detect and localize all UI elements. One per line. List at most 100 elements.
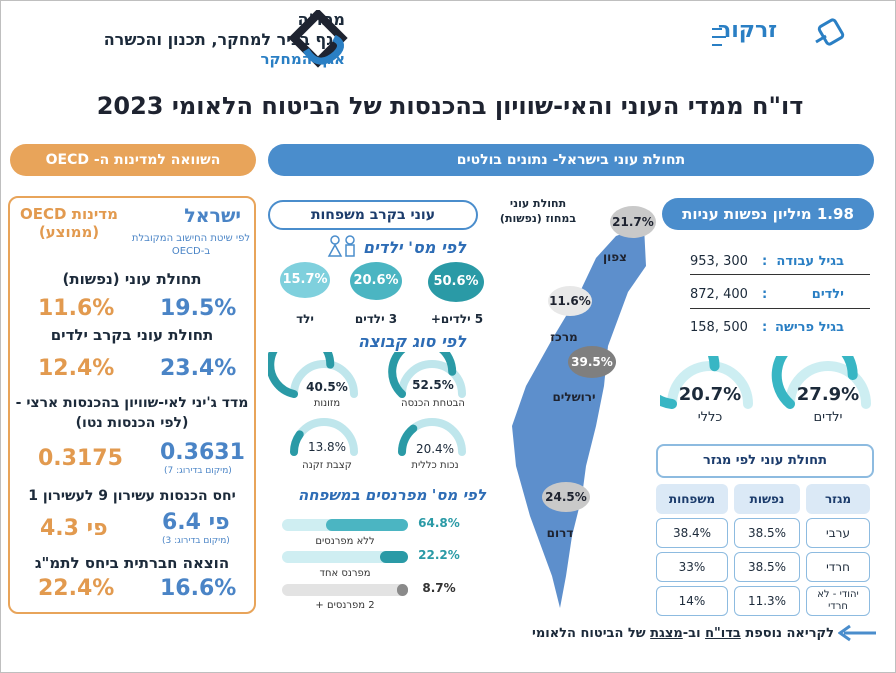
- brand-ray: [712, 36, 726, 38]
- oecd-row-title: תחולת עוני (נפשות): [62, 270, 202, 288]
- brand-ray: [712, 28, 722, 30]
- israel-value: 19.5%: [160, 296, 237, 321]
- people-row-value: 872, 400: [690, 287, 748, 302]
- label-3-children: 3 ילדים: [354, 312, 398, 326]
- group-value: 20.4%: [415, 442, 455, 456]
- table-cell: 38.5%: [734, 552, 800, 582]
- group-gauge-fill: [290, 430, 304, 456]
- group-label: הבטחת הכנסה: [401, 398, 465, 409]
- people-gauge-fill: [771, 356, 858, 409]
- gauge-value: 20.7%: [678, 384, 742, 405]
- footer-suffix: של הביטוח הלאומי: [532, 626, 651, 641]
- table-header: נפשות: [734, 484, 800, 514]
- colon: :: [762, 254, 768, 269]
- israel-value: 0.3631: [160, 440, 245, 465]
- earners-value: 22.2%: [418, 548, 460, 562]
- oecd-row-title: יחס הכנסות עשירון 9 לעשירון 1: [28, 488, 236, 504]
- earners-bar-fill: [326, 519, 408, 531]
- footer-mid: וב-: [682, 626, 706, 641]
- israel-value: 16.6%: [160, 576, 237, 601]
- oecd-value: 22.4%: [38, 576, 115, 601]
- bubble-3-children: 20.6%: [350, 262, 402, 300]
- group-value: 40.5%: [306, 380, 348, 394]
- colon: :: [762, 320, 768, 335]
- by-group-title: לפי סוג קבוצה: [357, 332, 466, 351]
- earners-bar-track: [282, 551, 408, 563]
- gauge-label: כללי: [697, 410, 723, 425]
- people-row-value: 953, 300: [690, 254, 748, 269]
- earners-bar-fill: [397, 584, 408, 596]
- brand-ray: [712, 44, 722, 46]
- group-gauge-track: [290, 360, 358, 398]
- group-value: 13.8%: [307, 440, 347, 454]
- region-label: דרום: [546, 526, 574, 540]
- oecd-value: 0.3175: [38, 446, 123, 471]
- group-gauge-track: [398, 360, 466, 398]
- earners-label: 2 מפרנסים +: [315, 600, 375, 611]
- earners-bar-fill: [380, 551, 408, 563]
- report-link[interactable]: בדו"ח: [705, 626, 741, 641]
- gauge-value: 27.9%: [796, 384, 860, 405]
- gauge-label: ילדים: [813, 410, 843, 425]
- table-header: מגזר: [806, 484, 870, 514]
- oecd-row-title: מדד ג'יני לאי-שוויון בהכנסות ארצי - (לפי…: [15, 395, 249, 431]
- region-bubble: 11.6%: [548, 286, 592, 316]
- group-gauge-fill: [388, 352, 457, 398]
- label-5-children: 5 ילדים+: [430, 312, 484, 326]
- footer-prefix: לקריאה נוספת: [740, 626, 834, 641]
- table-header: משפחות: [656, 484, 728, 514]
- oecd-value: פי 4.3: [40, 516, 108, 541]
- israel-poverty-header: תחולת עוני בישראל- נתונים בולטים: [268, 144, 874, 176]
- region-label: ירושלים: [552, 390, 596, 404]
- oecd-row-title: הוצאה חברתית ביחס לתמ"ג: [34, 554, 230, 572]
- group-gauges: [268, 352, 466, 456]
- poor-people-header: 1.98 מיליון נפשות עניות: [662, 198, 874, 230]
- oecd-row-title: תחולת עוני בקרב ילדים: [50, 326, 214, 344]
- table-cell: ערבי: [806, 518, 870, 548]
- earners-value: 8.7%: [422, 581, 456, 595]
- arrow-left-icon: [838, 624, 876, 642]
- ranking-note: (מיקום בדירוג: 3): [162, 536, 230, 546]
- people-gauge-track: [785, 361, 871, 409]
- divider: [690, 274, 870, 275]
- sector-table-title: תחולת עוני לפי מגזר: [656, 444, 874, 478]
- table-cell: 33%: [656, 552, 728, 582]
- region-bubble: 39.5%: [568, 346, 616, 378]
- oecd-value: 11.6%: [38, 296, 115, 321]
- group-label: מזונות: [313, 398, 341, 409]
- earners-bar-track: [282, 584, 408, 596]
- group-value: 52.5%: [412, 378, 454, 392]
- oecd-value: 12.4%: [38, 356, 115, 381]
- earners-label: מפרנס אחד: [319, 568, 371, 579]
- oecd-label: מדינות OECD (ממוצע): [20, 205, 118, 241]
- region-label: צפון: [603, 250, 627, 264]
- page-title: דו"ח ממדי העוני והאי-שוויון בהכנסות של ה…: [96, 92, 804, 120]
- people-row-label: ילדים: [811, 287, 844, 302]
- footer-text: לקריאה נוספת בדו"ח וב-מצגת של הביטוח הלא…: [480, 626, 834, 641]
- people-row-value: 158, 500: [690, 320, 748, 335]
- table-cell: חרדי: [806, 552, 870, 582]
- divider: [690, 308, 870, 309]
- children-icon: [327, 235, 355, 257]
- colon: :: [762, 287, 768, 302]
- presentation-link[interactable]: מצגת: [650, 626, 683, 641]
- israel-label: ישראל: [184, 205, 241, 227]
- table-cell: 14%: [656, 586, 728, 616]
- oecd-panel: [8, 196, 256, 614]
- table-cell: 11.3%: [734, 586, 800, 616]
- table-cell: 38.5%: [734, 518, 800, 548]
- group-label: נכות כללית: [411, 460, 459, 471]
- table-cell: יהודי - לא חרדי: [806, 586, 870, 616]
- families-pill: עוני בקרב משפחות: [268, 200, 478, 230]
- bubble-1-child: 15.7%: [280, 262, 330, 298]
- table-cell: 38.4%: [656, 518, 728, 548]
- earners-bar-track: [282, 519, 408, 531]
- bubble-5-children: 50.6%: [428, 262, 484, 302]
- org-line1: אגף בכיר למחקר, תכנון והכשרה: [103, 30, 345, 49]
- group-gauge-fill: [268, 352, 335, 398]
- org-logo-icon: [288, 10, 348, 68]
- earners-value: 64.8%: [418, 516, 460, 530]
- israel-value: 23.4%: [160, 356, 237, 381]
- ranking-note: (מיקום בדירוג: 7): [164, 466, 232, 476]
- oecd-compare-header: השוואה למדינות ה- OECD: [10, 144, 256, 176]
